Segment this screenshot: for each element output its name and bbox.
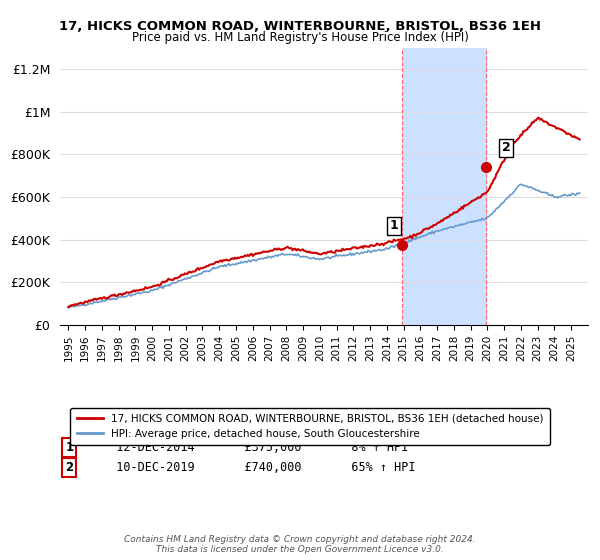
Text: 12-DEC-2014       £375,000       8% ↑ HPI: 12-DEC-2014 £375,000 8% ↑ HPI (102, 441, 409, 454)
Text: 2: 2 (502, 141, 511, 155)
Text: 10-DEC-2019       £740,000       65% ↑ HPI: 10-DEC-2019 £740,000 65% ↑ HPI (102, 461, 416, 474)
Legend: 17, HICKS COMMON ROAD, WINTERBOURNE, BRISTOL, BS36 1EH (detached house), HPI: Av: 17, HICKS COMMON ROAD, WINTERBOURNE, BRI… (70, 408, 550, 445)
Text: Contains HM Land Registry data © Crown copyright and database right 2024.
This d: Contains HM Land Registry data © Crown c… (124, 535, 476, 554)
Text: 17, HICKS COMMON ROAD, WINTERBOURNE, BRISTOL, BS36 1EH: 17, HICKS COMMON ROAD, WINTERBOURNE, BRI… (59, 20, 541, 32)
Text: 1: 1 (389, 219, 398, 232)
Text: 1: 1 (65, 441, 73, 454)
Text: Price paid vs. HM Land Registry's House Price Index (HPI): Price paid vs. HM Land Registry's House … (131, 31, 469, 44)
Text: 2: 2 (65, 461, 73, 474)
